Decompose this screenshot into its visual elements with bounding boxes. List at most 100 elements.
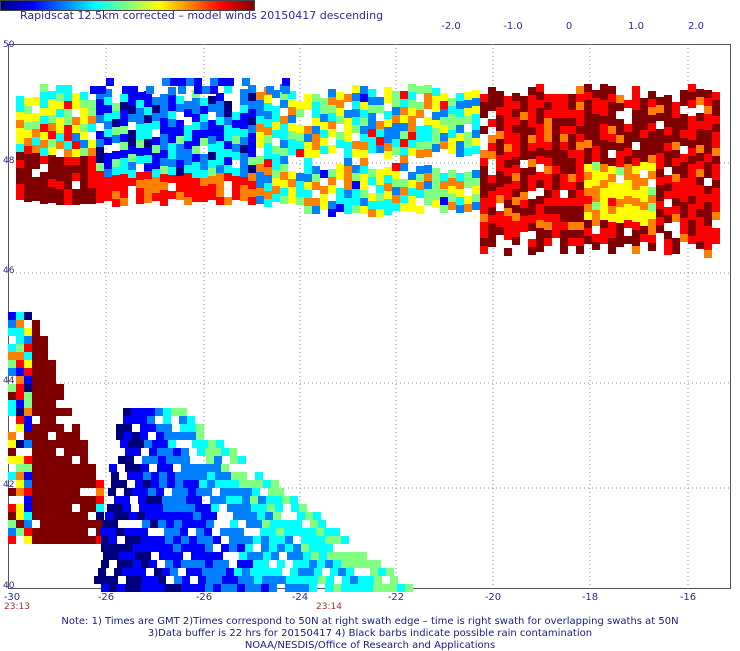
data-pixel xyxy=(304,134,312,142)
data-pixel xyxy=(712,100,720,108)
data-pixel xyxy=(456,149,464,157)
data-pixel xyxy=(230,456,238,464)
data-pixel xyxy=(40,196,48,204)
data-pixel xyxy=(560,198,568,206)
data-pixel xyxy=(456,101,464,109)
data-pixel xyxy=(140,528,148,536)
data-pixel xyxy=(528,127,536,135)
data-pixel xyxy=(200,130,208,138)
data-pixel xyxy=(270,520,278,528)
data-pixel xyxy=(376,201,384,209)
data-pixel xyxy=(272,122,280,130)
data-pixel xyxy=(536,228,544,236)
data-pixel xyxy=(576,118,584,126)
data-pixel xyxy=(120,134,128,142)
data-pixel xyxy=(688,172,696,180)
data-pixel xyxy=(164,432,172,440)
data-pixel xyxy=(128,178,136,186)
data-pixel xyxy=(664,231,672,239)
data-pixel xyxy=(109,536,117,544)
data-pixel xyxy=(310,576,318,584)
data-pixel xyxy=(149,536,157,544)
data-pixel xyxy=(16,160,24,168)
data-pixel xyxy=(448,106,456,114)
data-pixel xyxy=(360,190,368,198)
data-pixel xyxy=(238,576,246,584)
data-pixel xyxy=(8,528,16,536)
data-pixel xyxy=(272,170,280,178)
data-pixel xyxy=(528,87,536,95)
data-pixel xyxy=(680,114,688,122)
lon-label: -24 xyxy=(291,592,309,603)
data-pixel xyxy=(360,206,368,214)
data-pixel xyxy=(155,408,163,416)
data-pixel xyxy=(292,528,300,536)
data-pixel xyxy=(472,106,480,114)
data-pixel xyxy=(576,150,584,158)
data-pixel xyxy=(216,109,224,117)
data-pixel xyxy=(72,480,80,488)
data-pixel xyxy=(528,119,536,127)
data-pixel xyxy=(210,496,218,504)
data-pixel xyxy=(32,113,40,121)
data-pixel xyxy=(456,109,464,117)
data-pixel xyxy=(72,528,80,536)
data-pixel xyxy=(56,440,64,448)
data-pixel xyxy=(268,528,276,536)
data-pixel xyxy=(120,142,128,150)
data-pixel xyxy=(123,504,131,512)
data-pixel xyxy=(32,448,40,456)
data-pixel xyxy=(349,584,357,592)
data-pixel xyxy=(608,86,616,94)
data-pixel xyxy=(317,560,325,568)
data-pixel xyxy=(8,352,16,360)
data-pixel xyxy=(24,480,32,488)
data-pixel xyxy=(124,488,132,496)
data-pixel xyxy=(120,118,128,126)
data-pixel xyxy=(187,504,195,512)
data-pixel xyxy=(96,147,104,155)
data-pixel xyxy=(268,488,276,496)
data-pixel xyxy=(386,568,394,576)
data-pixel xyxy=(227,504,235,512)
data-pixel xyxy=(308,528,316,536)
data-pixel xyxy=(160,142,168,150)
data-pixel xyxy=(424,93,432,101)
data-pixel xyxy=(205,464,213,472)
lat-label-50: 50 xyxy=(3,40,15,50)
data-pixel xyxy=(112,119,120,127)
data-pixel xyxy=(261,536,269,544)
data-pixel xyxy=(456,133,464,141)
data-pixel xyxy=(680,130,688,138)
data-pixel xyxy=(480,174,488,182)
data-pixel xyxy=(56,173,64,181)
data-pixel xyxy=(165,464,173,472)
data-pixel xyxy=(480,110,488,118)
data-pixel xyxy=(40,368,48,376)
data-pixel xyxy=(40,180,48,188)
lat-label-44: 44 xyxy=(3,376,15,386)
data-pixel xyxy=(272,194,280,202)
data-pixel xyxy=(24,106,32,114)
data-pixel xyxy=(696,153,704,161)
data-pixel xyxy=(512,93,520,101)
data-pixel xyxy=(141,464,149,472)
data-pixel xyxy=(204,488,212,496)
data-pixel xyxy=(536,180,544,188)
data-pixel xyxy=(408,124,416,132)
data-pixel xyxy=(196,488,204,496)
data-pixel xyxy=(206,520,214,528)
data-pixel xyxy=(464,180,472,188)
data-pixel xyxy=(672,102,680,110)
data-pixel xyxy=(179,504,187,512)
data-pixel xyxy=(520,128,528,136)
data-pixel xyxy=(293,544,301,552)
data-pixel xyxy=(408,116,416,124)
data-pixel xyxy=(309,536,317,544)
data-pixel xyxy=(96,187,104,195)
data-pixel xyxy=(125,560,133,568)
data-pixel xyxy=(480,238,488,246)
data-pixel xyxy=(218,496,226,504)
data-pixel xyxy=(456,141,464,149)
data-pixel xyxy=(120,198,128,206)
